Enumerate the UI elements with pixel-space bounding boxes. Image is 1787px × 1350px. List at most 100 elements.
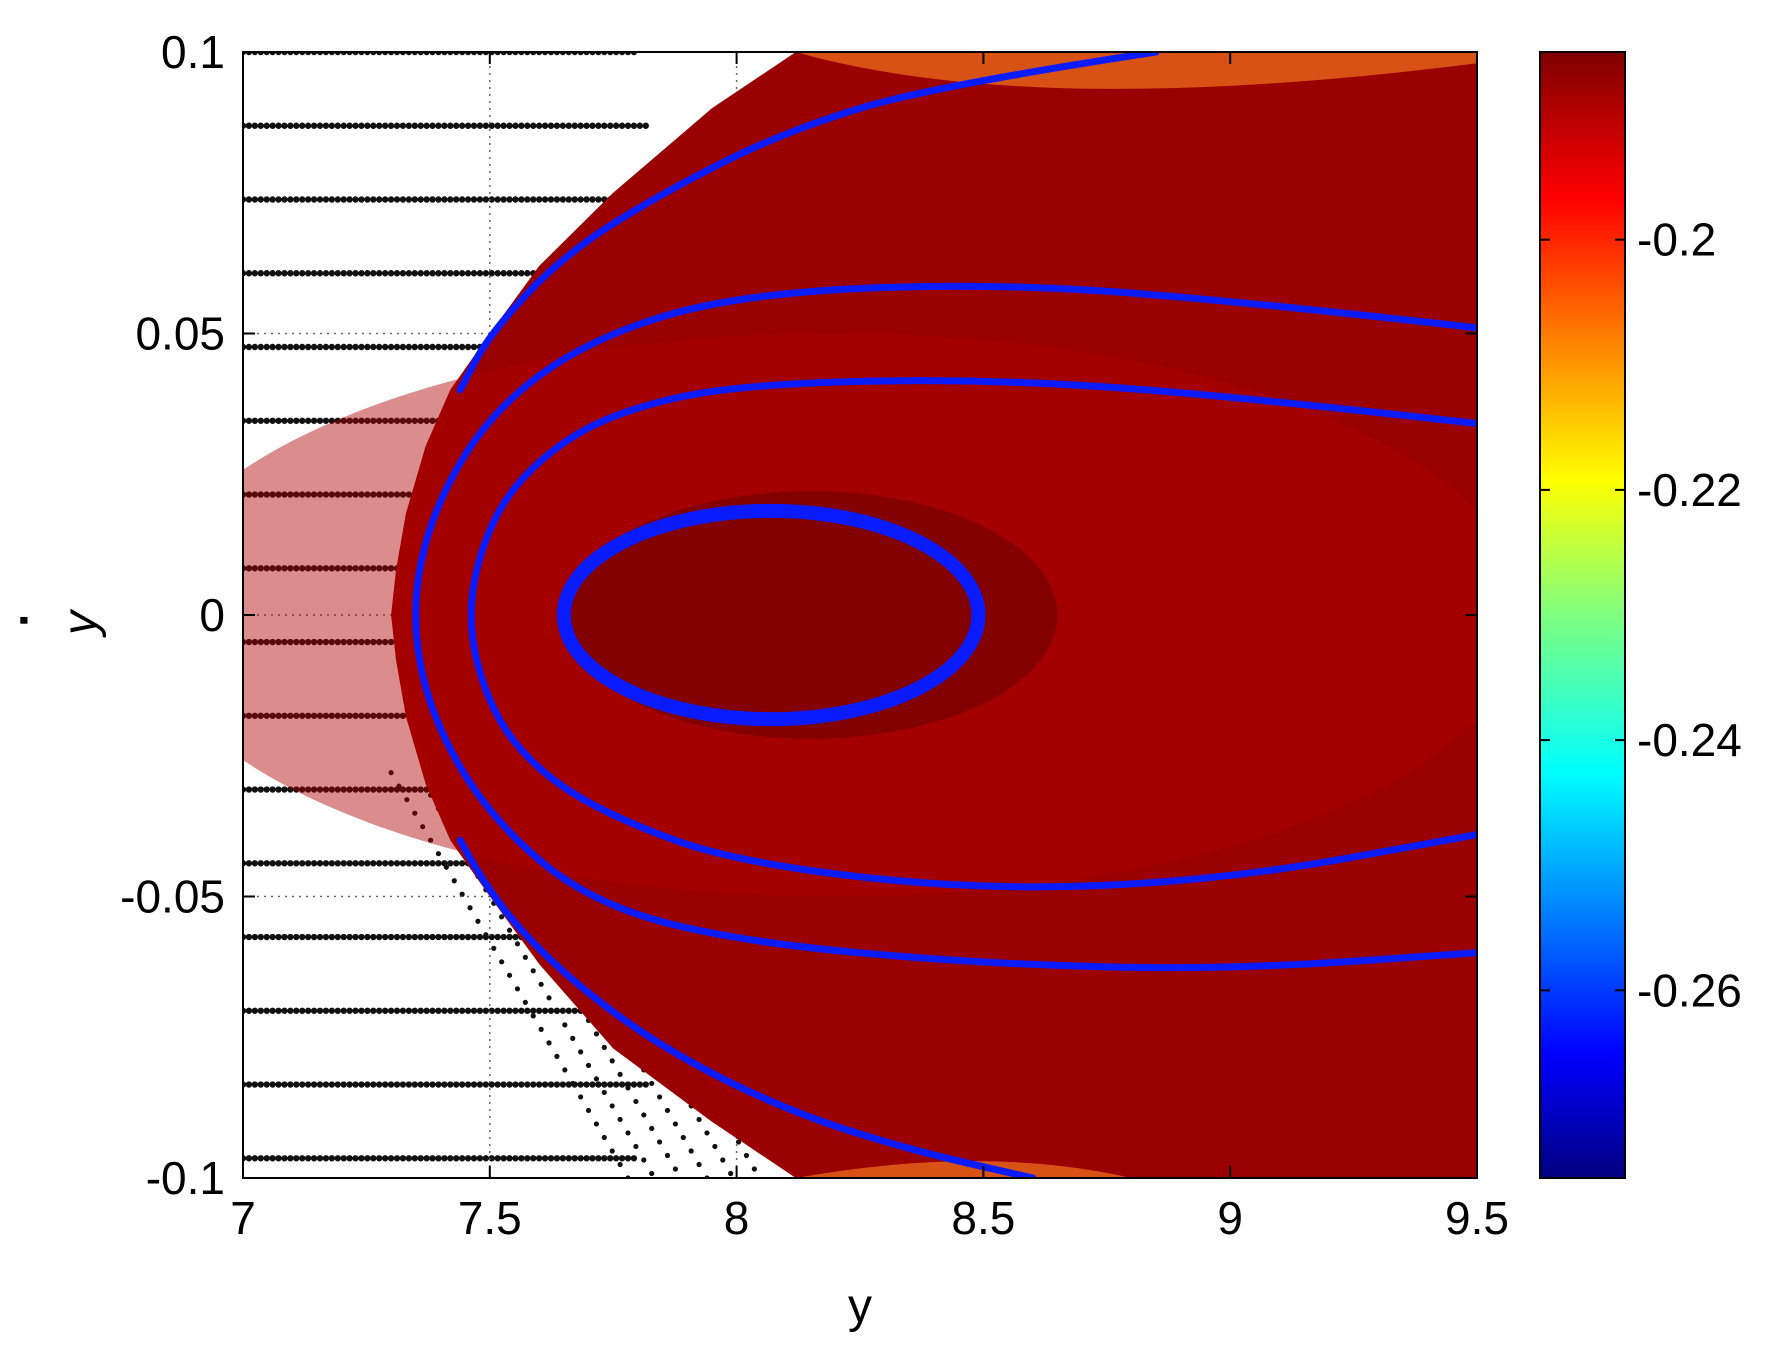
scatter-marker <box>435 860 442 867</box>
scatter-marker <box>381 712 389 719</box>
scatter-marker <box>506 972 513 978</box>
scatter-marker <box>245 270 253 277</box>
orbit-ellipse <box>556 503 986 727</box>
scatter-marker <box>453 343 460 351</box>
scatter-marker <box>316 1081 324 1088</box>
scatter-marker <box>712 1143 718 1150</box>
scatter-marker <box>435 933 442 941</box>
scatter-marker <box>399 1155 407 1162</box>
scatter-marker <box>470 1007 478 1014</box>
scatter-marker <box>720 1157 726 1163</box>
scatter-marker <box>453 270 460 277</box>
scatter-marker <box>281 196 288 203</box>
scatter-marker <box>607 122 614 129</box>
scatter-marker <box>447 122 454 129</box>
scatter-marker <box>364 1155 371 1162</box>
scatter-marker <box>470 933 478 941</box>
scatter-marker <box>316 1155 324 1162</box>
scatter-marker <box>547 196 555 203</box>
scatter-marker <box>464 1007 472 1014</box>
colorbar-tick-label: -0.2 <box>1637 214 1716 266</box>
scatter-marker <box>535 1081 543 1088</box>
heatmap-field <box>243 52 1477 1178</box>
scatter-marker <box>281 1007 288 1014</box>
scatter-marker <box>601 122 608 129</box>
scatter-marker <box>601 1155 608 1162</box>
scatter-marker <box>299 712 306 719</box>
scatter-marker <box>281 1155 288 1162</box>
scatter-marker <box>411 270 418 277</box>
colorbar-gradient <box>1539 51 1626 1179</box>
scatter-marker <box>571 122 578 129</box>
scatter-marker <box>376 786 383 793</box>
scatter-marker <box>429 343 436 351</box>
scatter-marker <box>530 122 537 129</box>
scatter-marker <box>346 343 353 351</box>
scatter-marker <box>464 1081 472 1088</box>
scatter-marker <box>688 1148 694 1154</box>
scatter-marker <box>340 417 347 424</box>
scatter-marker <box>275 933 282 941</box>
scatter-marker <box>304 638 312 646</box>
scatter-marker <box>559 196 567 203</box>
scatter-marker <box>275 122 282 129</box>
scatter-marker <box>281 638 288 646</box>
scatter-marker <box>310 712 318 719</box>
scatter-marker <box>352 860 359 867</box>
scatter-marker <box>346 417 353 424</box>
scatter-marker <box>316 712 324 719</box>
scatter-marker <box>304 712 312 719</box>
scatter-marker <box>364 417 371 424</box>
scatter-marker <box>518 270 525 277</box>
scatter-marker <box>559 1007 567 1014</box>
scatter-marker <box>251 786 259 793</box>
scatter-marker <box>417 1081 424 1088</box>
x-tick-label: 9 <box>1217 1192 1243 1244</box>
scatter-marker <box>589 1155 596 1162</box>
scatter-marker <box>304 860 312 867</box>
scatter-marker <box>387 270 395 277</box>
scatter-marker <box>530 1013 536 1019</box>
scatter-marker <box>464 196 472 203</box>
scatter-marker <box>399 491 407 498</box>
scatter-marker <box>364 343 371 351</box>
scatter-marker <box>275 786 282 793</box>
scatter-marker <box>334 122 341 129</box>
scatter-marker <box>310 1155 318 1162</box>
scatter-marker <box>470 1081 478 1088</box>
scatter-marker <box>458 860 466 867</box>
scatter-marker <box>304 565 312 572</box>
scatter-marker <box>399 712 407 719</box>
scatter-marker <box>364 1081 371 1088</box>
scatter-marker <box>287 933 294 941</box>
scatter-marker <box>553 1081 561 1088</box>
colorbar-tick-label: -0.24 <box>1637 714 1742 766</box>
scatter-marker <box>494 1081 501 1088</box>
scatter-marker <box>304 196 312 203</box>
scatter-marker <box>589 122 596 129</box>
scatter-marker <box>435 1155 442 1162</box>
scatter-marker <box>281 343 288 351</box>
scatter-marker <box>334 491 341 498</box>
scatter-marker <box>423 1007 430 1014</box>
scatter-marker <box>269 638 276 646</box>
scatter-marker <box>275 270 282 277</box>
scatter-marker <box>287 638 294 646</box>
scatter-marker <box>512 1007 519 1014</box>
scatter-marker <box>735 1139 742 1145</box>
scatter-marker <box>453 933 460 941</box>
scatter-marker <box>506 196 513 203</box>
scatter-marker <box>578 1094 584 1100</box>
scatter-marker <box>263 786 270 793</box>
scatter-marker <box>352 122 359 129</box>
scatter-marker <box>346 122 353 129</box>
orbit-curves <box>412 52 1477 1178</box>
scatter-marker <box>524 1155 531 1162</box>
scatter-marker <box>641 1112 647 1118</box>
scatter-marker <box>275 343 282 351</box>
scatter-marker <box>310 638 318 646</box>
scatter-marker <box>257 122 264 129</box>
scatter-marker <box>458 1081 466 1088</box>
scatter-marker <box>293 122 300 129</box>
scatter-marker <box>358 638 365 646</box>
